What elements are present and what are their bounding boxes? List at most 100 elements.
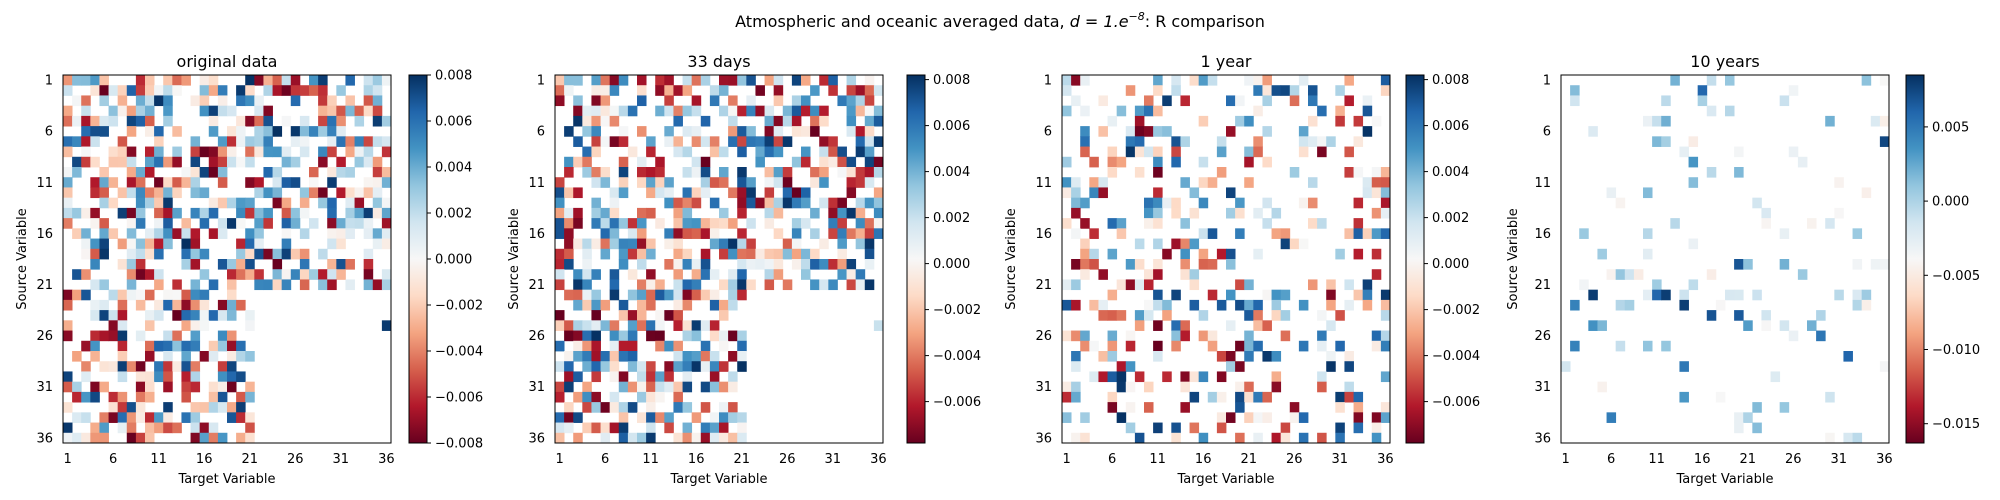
heatmap-cell xyxy=(627,361,638,372)
heatmap-cell xyxy=(1706,105,1717,117)
heatmap-cell xyxy=(719,432,729,444)
heatmap-cell xyxy=(1870,115,1881,127)
heatmap-cell xyxy=(108,105,119,117)
heatmap-cell xyxy=(381,228,392,239)
heatmap-cell xyxy=(245,197,255,209)
x-tick-label: 6 xyxy=(601,452,609,467)
heatmap-cell xyxy=(108,310,119,321)
y-tick-labels: 1 6 11 16 21 26 31 36 xyxy=(528,74,545,447)
heatmap-cell xyxy=(1852,299,1863,311)
heatmap-cell xyxy=(1153,167,1163,178)
panel-title: original data xyxy=(177,52,278,71)
heatmap-cell xyxy=(1062,218,1072,229)
heatmap-cell xyxy=(181,289,191,301)
heatmap-cell xyxy=(600,167,611,178)
heatmap-cell xyxy=(655,75,665,86)
heatmap-cell xyxy=(755,197,765,209)
heatmap-cell xyxy=(1697,95,1708,107)
heatmap-cell xyxy=(1080,269,1090,280)
heatmap-cell xyxy=(181,259,191,270)
heatmap-cell xyxy=(290,248,301,260)
heatmap-cell xyxy=(299,197,310,209)
heatmap-cell xyxy=(327,146,337,158)
heatmap-cell xyxy=(691,228,702,239)
heatmap-cell xyxy=(135,167,146,178)
heatmap-cell xyxy=(728,218,738,229)
heatmap-cell xyxy=(1670,75,1680,86)
colorbar-ticks: 0.0080.0060.0040.0020.000−0.002−0.004−0.… xyxy=(925,73,981,410)
heatmap-cell xyxy=(1116,310,1127,321)
heatmap-cell xyxy=(1797,156,1808,168)
heatmap-cell xyxy=(1308,197,1318,209)
heatmap-cell xyxy=(254,126,264,137)
heatmap-cell xyxy=(737,330,747,342)
heatmap-cell xyxy=(117,207,128,219)
heatmap-cell xyxy=(1180,330,1190,342)
heatmap-cell xyxy=(1071,391,1081,403)
heatmap-cell xyxy=(828,218,838,229)
x-tick-label: 26 xyxy=(1286,452,1303,467)
heatmap-cell xyxy=(236,412,246,423)
heatmap-cell xyxy=(609,136,620,147)
heatmap-cell xyxy=(773,126,784,137)
heatmap-cell xyxy=(791,156,802,168)
heatmap-cell xyxy=(1207,391,1218,403)
heatmap-cell xyxy=(236,85,246,96)
heatmap-cell xyxy=(1317,310,1327,321)
heatmap-cell xyxy=(163,228,173,239)
heatmap-cell xyxy=(281,177,292,188)
heatmap-cell xyxy=(1317,218,1327,229)
heatmap-cell xyxy=(1317,330,1327,342)
heatmap-cell xyxy=(555,177,565,188)
heatmap-cell xyxy=(1271,289,1282,301)
heatmap-cell xyxy=(172,207,182,219)
heatmap-cell xyxy=(873,228,884,239)
heatmap-cell xyxy=(290,207,301,219)
heatmap-cell xyxy=(600,75,611,86)
heatmap-cell xyxy=(819,115,829,127)
heatmap-cell xyxy=(1162,197,1172,209)
heatmap-cell xyxy=(728,136,738,147)
heatmap-cell xyxy=(1144,197,1154,209)
heatmap-cell xyxy=(1116,361,1127,372)
heatmap-cell xyxy=(245,259,255,270)
heatmap-cell xyxy=(1226,320,1236,331)
heatmap-cell xyxy=(381,218,392,229)
heatmap-cell xyxy=(126,422,137,434)
heatmap-cell xyxy=(555,85,565,96)
heatmap-cell xyxy=(1153,105,1163,117)
heatmap-cell xyxy=(1153,187,1163,199)
heatmap-cell xyxy=(682,320,693,331)
heatmap-cell xyxy=(1371,330,1382,342)
heatmap-cell xyxy=(181,248,191,260)
heatmap-cell xyxy=(1144,381,1154,393)
heatmap-cell xyxy=(618,177,629,188)
heatmap-cell xyxy=(154,412,164,423)
heatmap-cell xyxy=(609,238,620,250)
heatmap-cell xyxy=(1198,371,1209,383)
heatmap-cell xyxy=(1062,85,1072,96)
heatmap-cell xyxy=(1116,412,1127,423)
heatmap-cell xyxy=(600,177,611,188)
heatmap-cell xyxy=(1134,105,1145,117)
heatmap-cell xyxy=(145,371,155,383)
heatmap-cell xyxy=(309,218,319,229)
heatmap-cell xyxy=(737,228,747,239)
heatmap-cell xyxy=(172,126,182,137)
heatmap-cell xyxy=(345,75,355,86)
heatmap-cell xyxy=(90,238,100,250)
heatmap-cell xyxy=(217,259,228,270)
heatmap-cell xyxy=(190,371,201,383)
x-tick-label: 6 xyxy=(1108,452,1116,467)
heatmap-cell xyxy=(1062,177,1072,188)
heatmap-cell xyxy=(591,177,601,188)
heatmap-cell xyxy=(1216,248,1227,260)
heatmap-cell xyxy=(709,228,720,239)
heatmap-cell xyxy=(1153,197,1163,209)
heatmap-cell xyxy=(709,351,720,362)
heatmap-cell xyxy=(819,279,829,291)
y-tick-label: 21 xyxy=(1534,278,1551,293)
heatmap-cell xyxy=(245,248,255,260)
heatmap-cell xyxy=(217,432,228,444)
heatmap-cell xyxy=(864,218,875,229)
